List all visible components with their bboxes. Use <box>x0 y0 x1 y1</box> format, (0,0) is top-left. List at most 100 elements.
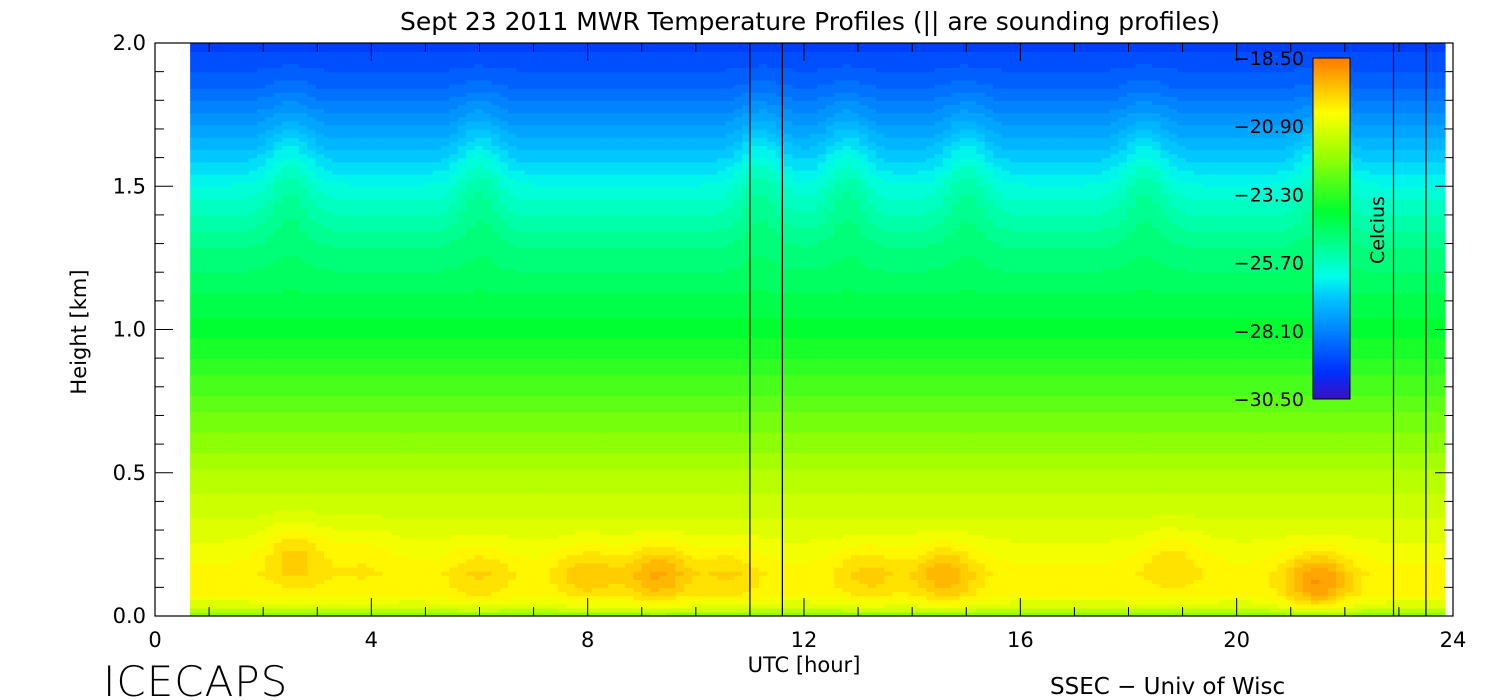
heatmap-cell <box>399 538 409 544</box>
heatmap-cell <box>457 530 467 535</box>
heatmap-cell <box>223 75 233 81</box>
heatmap-cell <box>323 214 334 220</box>
heatmap-cell <box>307 480 317 486</box>
heatmap-cell <box>257 243 267 249</box>
heatmap-cell <box>424 546 434 552</box>
heatmap-cell <box>248 485 258 490</box>
heatmap-cell <box>240 525 250 531</box>
heatmap-cell <box>248 366 258 372</box>
heatmap-cell <box>323 317 334 323</box>
heatmap-cell <box>349 116 359 122</box>
heatmap-cell <box>466 370 476 376</box>
heatmap-cell <box>323 223 334 228</box>
heatmap-cell <box>290 550 300 556</box>
heatmap-cell <box>349 231 359 237</box>
heatmap-cell <box>273 186 283 192</box>
heatmap-cell <box>416 88 426 93</box>
heatmap-cell <box>349 128 359 134</box>
heatmap-cell <box>424 386 434 392</box>
heatmap-cell <box>273 333 283 339</box>
heatmap-cell <box>323 333 334 339</box>
heatmap-cell <box>382 194 392 200</box>
heatmap-cell <box>257 178 267 183</box>
heatmap-cell <box>223 575 233 580</box>
heatmap-cell <box>441 141 451 147</box>
heatmap-cell <box>349 374 359 380</box>
heatmap-cell <box>273 88 283 93</box>
heatmap-cell <box>190 587 200 593</box>
heatmap-cell <box>257 276 267 282</box>
heatmap-cell <box>424 214 434 220</box>
heatmap-cell <box>315 288 325 294</box>
heatmap-cell <box>190 108 200 114</box>
heatmap-cell <box>206 599 216 605</box>
heatmap-cell <box>273 407 283 413</box>
heatmap-cell <box>390 227 400 232</box>
heatmap-cell <box>198 497 208 503</box>
heatmap-cell <box>390 407 400 413</box>
heatmap-cell <box>231 546 242 552</box>
heatmap-cell <box>390 96 400 101</box>
heatmap-cell <box>265 304 275 310</box>
heatmap-cell <box>290 611 300 616</box>
heatmap-cell <box>474 137 484 142</box>
heatmap-cell <box>466 120 476 126</box>
heatmap-cell <box>466 399 476 404</box>
heatmap-cell <box>248 161 258 167</box>
heatmap-cell <box>307 268 317 273</box>
heatmap-cell <box>307 599 317 605</box>
heatmap-cell <box>198 169 208 175</box>
heatmap-cell <box>399 55 409 61</box>
heatmap-cell <box>441 583 451 589</box>
heatmap-cell <box>466 75 476 81</box>
heatmap-cell <box>332 116 342 122</box>
heatmap-cell <box>466 153 476 159</box>
heatmap-cell <box>315 423 325 429</box>
heatmap-cell <box>357 128 367 134</box>
heatmap-cell <box>273 313 283 318</box>
heatmap-cell <box>257 591 267 597</box>
heatmap-cell <box>231 259 242 265</box>
heatmap-cell <box>466 493 476 498</box>
heatmap-cell <box>265 202 275 208</box>
heatmap-cell <box>215 59 225 65</box>
heatmap-cell <box>240 427 250 433</box>
heatmap-cell <box>416 530 426 535</box>
heatmap-cell <box>315 427 325 433</box>
heatmap-cell <box>290 280 300 286</box>
heatmap-cell <box>198 173 208 179</box>
heatmap-cell <box>282 427 292 433</box>
heatmap-cell <box>298 390 308 396</box>
heatmap-cell <box>290 59 300 65</box>
heatmap-cell <box>449 394 459 400</box>
heatmap-cell <box>382 157 392 163</box>
heatmap-cell <box>273 521 283 527</box>
heatmap-cell <box>424 390 434 396</box>
heatmap-cell <box>349 579 359 584</box>
heatmap-cell <box>282 231 292 237</box>
heatmap-cell <box>374 362 384 368</box>
heatmap-cell <box>240 521 250 527</box>
heatmap-cell <box>282 534 292 539</box>
heatmap-cell <box>482 354 492 359</box>
heatmap-cell <box>332 407 342 413</box>
heatmap-cell <box>349 210 359 216</box>
heatmap-cell <box>374 284 384 290</box>
heatmap-cell <box>424 325 434 331</box>
heatmap-cell <box>424 579 434 584</box>
heatmap-cell <box>223 161 233 167</box>
heatmap-cell <box>416 75 426 81</box>
heatmap-cell <box>474 190 484 196</box>
heatmap-cell <box>374 145 384 151</box>
heatmap-cell <box>449 288 459 294</box>
heatmap-cell <box>432 435 442 441</box>
heatmap-cell <box>257 264 267 269</box>
heatmap-cell <box>323 251 334 257</box>
heatmap-cell <box>190 534 200 539</box>
heatmap-cell <box>340 374 350 380</box>
heatmap-cell <box>323 403 334 408</box>
heatmap-cell <box>323 366 334 372</box>
heatmap-cell <box>349 505 359 511</box>
heatmap-cell <box>432 583 442 589</box>
heatmap-cell <box>374 505 384 511</box>
